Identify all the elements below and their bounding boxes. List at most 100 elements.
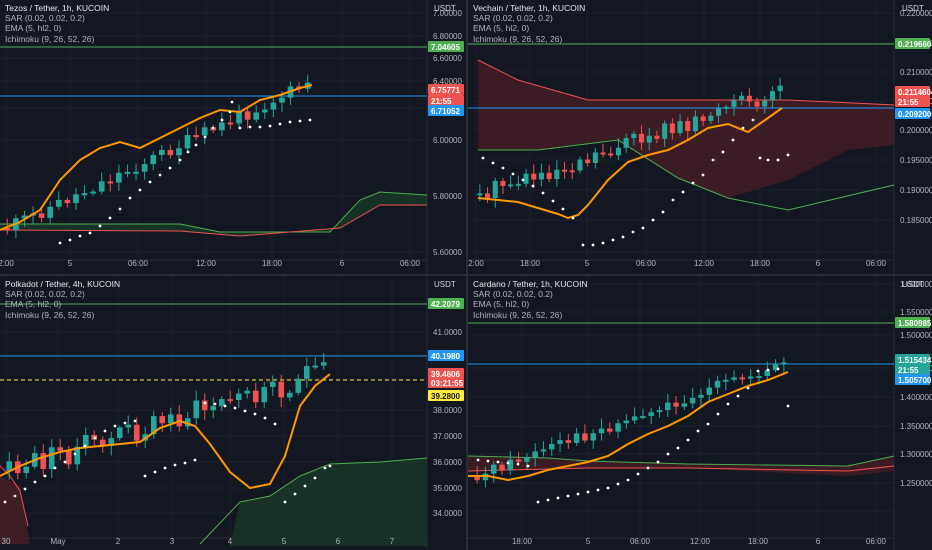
ema-indicator-label[interactable]: EMA (5, hl2, 0) bbox=[473, 299, 530, 310]
symbol-title[interactable]: Polkadot / Tether, 4h, KUCOIN bbox=[5, 279, 121, 289]
time-tick-label: 06:00 bbox=[866, 259, 887, 268]
candle-body bbox=[107, 181, 114, 184]
chart-panel-polkadot[interactable]: 42.000041.000040.000039.000038.000037.00… bbox=[0, 276, 466, 550]
panel-divider-horizontal[interactable] bbox=[0, 274, 932, 276]
symbol-title[interactable]: Cardano / Tether, 1h, KUCOIN bbox=[473, 279, 588, 289]
candle-body bbox=[777, 85, 783, 92]
sar-dot bbox=[68, 238, 72, 242]
axis-currency-label[interactable]: USDT bbox=[902, 280, 924, 289]
sar-dot bbox=[173, 463, 177, 467]
price-tick-label: 5.60000 bbox=[433, 248, 462, 257]
sar-dot bbox=[496, 460, 500, 464]
price-label-badge bbox=[428, 105, 464, 116]
sar-dot bbox=[758, 156, 762, 160]
chart-canvas[interactable]: 0.22000000.21500000.21000000.20500000.20… bbox=[468, 0, 932, 274]
sar-indicator-label[interactable]: SAR (0.02, 0.02, 0.2) bbox=[5, 289, 85, 300]
sar-indicator-label[interactable]: SAR (0.02, 0.02, 0.2) bbox=[473, 13, 553, 24]
sar-dot bbox=[706, 422, 710, 426]
sar-dot bbox=[83, 444, 87, 448]
sar-dot bbox=[776, 158, 780, 162]
sar-dot bbox=[506, 461, 510, 465]
candle-body bbox=[640, 416, 646, 419]
candle-body bbox=[716, 108, 722, 116]
price-tick-label: 36.0000 bbox=[433, 458, 462, 467]
axis-currency-label[interactable]: USDT bbox=[434, 4, 456, 13]
chart-panel-vechain[interactable]: 0.22000000.21500000.21000000.20500000.20… bbox=[468, 0, 932, 274]
candle-body bbox=[499, 464, 505, 471]
sar-dot bbox=[313, 476, 317, 480]
sar-dot bbox=[33, 480, 37, 484]
sar-dot bbox=[516, 462, 520, 466]
symbol-title[interactable]: Tezos / Tether, 1h, KUCOIN bbox=[5, 3, 110, 13]
candle-body bbox=[65, 450, 72, 465]
candle-body bbox=[756, 376, 762, 379]
candle-body bbox=[270, 102, 277, 110]
ema-indicator-label[interactable]: EMA (5, hl2, 0) bbox=[5, 23, 62, 34]
candle-body bbox=[90, 191, 96, 194]
sar-dot bbox=[521, 178, 525, 182]
candle-body bbox=[746, 95, 752, 102]
ichimoku-indicator-label[interactable]: Ichimoku (9, 26, 52, 26) bbox=[5, 309, 95, 320]
candle-body bbox=[656, 410, 663, 413]
axis-currency-label[interactable]: USDT bbox=[902, 4, 924, 13]
candle-body bbox=[524, 457, 530, 462]
chart-canvas[interactable]: 42.000041.000040.000039.000038.000037.00… bbox=[0, 276, 466, 550]
candle-body bbox=[159, 416, 166, 424]
chart-panel-tezos[interactable]: 7.000006.800006.600006.400006.200006.000… bbox=[0, 0, 466, 274]
candle-body bbox=[133, 424, 140, 441]
ichimoku-indicator-label[interactable]: Ichimoku (9, 26, 52, 26) bbox=[5, 33, 95, 44]
sar-dot bbox=[73, 452, 77, 456]
price-tick-label: 1.350000 bbox=[900, 422, 932, 431]
price-label-badge bbox=[428, 390, 464, 401]
price-label-badge bbox=[428, 368, 464, 379]
candle-body bbox=[700, 116, 706, 121]
candle-body bbox=[278, 381, 285, 398]
candle-body bbox=[184, 135, 191, 149]
time-tick-label: 2:00 bbox=[0, 259, 14, 268]
candle-body bbox=[99, 439, 106, 446]
ichimoku-span-line bbox=[468, 455, 895, 467]
price-label-badge bbox=[895, 317, 930, 328]
sar-dot bbox=[566, 494, 570, 498]
candle-body bbox=[546, 172, 552, 179]
chart-canvas[interactable]: 1.6000001.5500001.5000001.4500001.400000… bbox=[468, 276, 932, 550]
chart-canvas[interactable]: 7.000006.800006.600006.400006.200006.000… bbox=[0, 0, 466, 274]
ichimoku-indicator-label[interactable]: Ichimoku (9, 26, 52, 26) bbox=[473, 309, 563, 320]
symbol-title[interactable]: Vechain / Tether, 1h, KUCOIN bbox=[473, 3, 586, 13]
sar-dot bbox=[230, 100, 234, 104]
candle-body bbox=[698, 394, 704, 398]
candle-body bbox=[477, 193, 483, 196]
candle-body bbox=[227, 122, 234, 125]
candle-body bbox=[673, 402, 679, 407]
price-label-text: 1.505700 bbox=[898, 376, 932, 385]
ema-indicator-label[interactable]: EMA (5, hl2, 0) bbox=[473, 23, 530, 34]
candle-body bbox=[731, 100, 737, 107]
price-label-badge bbox=[428, 377, 464, 388]
sar-indicator-label[interactable]: SAR (0.02, 0.02, 0.2) bbox=[5, 13, 85, 24]
time-tick-label: 6 bbox=[816, 537, 821, 546]
candle-body bbox=[577, 159, 583, 171]
sar-dot bbox=[103, 429, 107, 433]
time-tick-label: 7 bbox=[390, 537, 395, 546]
candle-body bbox=[723, 106, 729, 109]
sar-indicator-label[interactable]: SAR (0.02, 0.02, 0.2) bbox=[473, 289, 553, 300]
ema-line bbox=[468, 371, 789, 482]
candle-body bbox=[125, 424, 132, 428]
ichimoku-indicator-label[interactable]: Ichimoku (9, 26, 52, 26) bbox=[473, 33, 563, 44]
sar-dot bbox=[133, 419, 137, 423]
axis-currency-label[interactable]: USDT bbox=[434, 280, 456, 289]
sar-dot bbox=[293, 492, 297, 496]
price-label-text: 21:55 bbox=[431, 97, 452, 106]
sar-dot bbox=[511, 172, 515, 176]
chart-panel-cardano[interactable]: 1.6000001.5500001.5000001.4500001.400000… bbox=[468, 276, 932, 550]
candle-body bbox=[201, 400, 208, 411]
sar-dot bbox=[546, 498, 550, 502]
time-tick-label: 4 bbox=[228, 537, 233, 546]
sar-dot bbox=[263, 416, 267, 420]
candle-body bbox=[490, 464, 497, 474]
ema-indicator-label[interactable]: EMA (5, hl2, 0) bbox=[5, 299, 62, 310]
sar-dot bbox=[13, 494, 17, 498]
candle-body bbox=[677, 121, 683, 134]
price-tick-label: 1.550000 bbox=[900, 308, 932, 317]
